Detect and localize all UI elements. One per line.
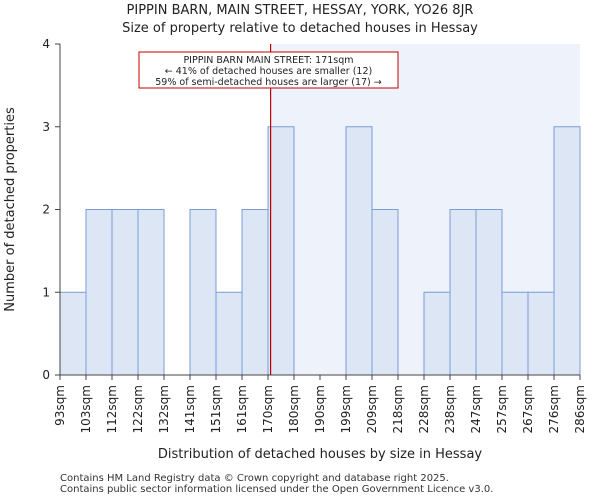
x-tick-label: 218sqm	[391, 385, 405, 433]
y-axis-label: Number of detached properties	[3, 107, 18, 312]
histogram-bar	[59, 291, 87, 376]
annotation-line: ← 41% of detached houses are smaller (12…	[165, 66, 372, 77]
histogram-bar	[215, 291, 243, 376]
x-tick-label: 286sqm	[573, 385, 587, 433]
x-tick-label: 247sqm	[469, 385, 483, 433]
x-tick-label: 199sqm	[339, 385, 353, 433]
histogram-bar	[345, 126, 373, 376]
y-tick-label: 2	[42, 203, 50, 217]
x-tick-label: 238sqm	[443, 385, 457, 433]
histogram-bar	[85, 209, 113, 376]
chart-title: PIPPIN BARN, MAIN STREET, HESSAY, YORK, …	[126, 3, 474, 18]
annotation-line: PIPPIN BARN MAIN STREET: 171sqm	[183, 55, 353, 66]
histogram-bar	[501, 291, 529, 376]
x-axis-label: Distribution of detached houses by size …	[158, 447, 483, 462]
histogram-bar	[189, 209, 217, 376]
y-tick-label: 1	[42, 285, 50, 299]
histogram-bar	[241, 209, 269, 376]
x-tick-label: 122sqm	[131, 385, 145, 433]
histogram-bar	[475, 209, 503, 376]
x-tick-label: 267sqm	[521, 385, 535, 433]
x-tick-label: 141sqm	[183, 385, 197, 433]
histogram-bar	[371, 209, 399, 376]
x-tick-label: 170sqm	[261, 385, 275, 433]
annotation-line: 59% of semi-detached houses are larger (…	[155, 77, 382, 88]
x-tick-label: 257sqm	[495, 385, 509, 433]
histogram-chart: 0 1 2 3 4 93sqm 103sqm 112sqm 122sqm 132sqm 141sqm…	[3, 37, 587, 462]
x-tick-label: 180sqm	[287, 385, 301, 433]
x-tick-label: 276sqm	[547, 385, 561, 433]
x-tick-label: 132sqm	[157, 385, 171, 433]
histogram-bar	[267, 126, 295, 376]
x-tick-label: 161sqm	[235, 385, 249, 433]
y-tick-label: 0	[42, 368, 50, 382]
y-tick-label: 3	[42, 120, 50, 134]
histogram-bar	[553, 126, 581, 376]
histogram-bar	[137, 209, 165, 376]
histogram-bar	[449, 209, 477, 376]
histogram-bar	[423, 291, 451, 376]
annotation-box	[138, 51, 399, 89]
x-tick-label: 151sqm	[209, 385, 223, 433]
x-tick-label: 103sqm	[79, 385, 93, 433]
x-tick-label: 93sqm	[53, 385, 67, 426]
x-tick-label: 112sqm	[105, 385, 119, 433]
histogram-bar	[527, 291, 555, 376]
x-tick-label: 228sqm	[417, 385, 431, 433]
x-tick-label: 190sqm	[313, 385, 327, 433]
chart-subtitle: Size of property relative to detached ho…	[122, 21, 478, 36]
y-tick-label: 4	[42, 37, 50, 51]
footer-copyright: Contains HM Land Registry data © Crown c…	[60, 473, 449, 484]
x-tick-label: 209sqm	[365, 385, 379, 433]
histogram-bar	[111, 209, 139, 376]
footer-licence: Contains public sector information licen…	[60, 484, 494, 495]
